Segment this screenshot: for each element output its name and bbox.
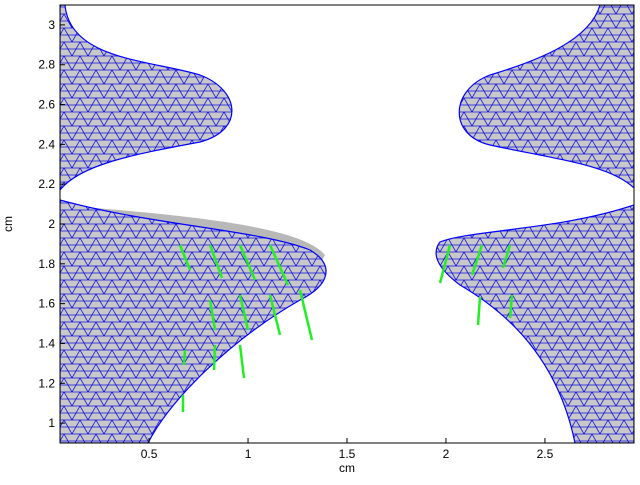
y-tick-label: 1.6: [38, 297, 55, 311]
x-tick-label: 2.5: [537, 447, 554, 461]
x-tick-label: 2: [443, 447, 450, 461]
x-tick-label: 1: [245, 447, 252, 461]
y-tick-label: 2.2: [38, 177, 55, 191]
y-tick-label: 1.8: [38, 257, 55, 271]
y-tick-label: 2.6: [38, 98, 55, 112]
mesh-regions: [60, 5, 634, 443]
y-tick-label: 2: [48, 217, 55, 231]
y-tick-label: 2.8: [38, 58, 55, 72]
y-tick-label: 2.4: [38, 137, 55, 151]
y-axis-label: cm: [1, 216, 15, 232]
mesh-region: [60, 5, 233, 191]
mesh-region: [458, 5, 634, 189]
y-tick-label: 1.2: [38, 376, 55, 390]
x-tick-label: 1.5: [339, 447, 356, 461]
vector-arrows: [178, 244, 514, 412]
y-tick-label: 1: [48, 416, 55, 430]
x-axis-label: cm: [339, 461, 355, 475]
y-tick-label: 1.4: [38, 336, 55, 350]
mesh-region: [60, 199, 327, 443]
y-tick-label: 3: [48, 18, 55, 32]
mesh-region: [435, 204, 634, 443]
x-tick-label: 0.5: [141, 447, 158, 461]
